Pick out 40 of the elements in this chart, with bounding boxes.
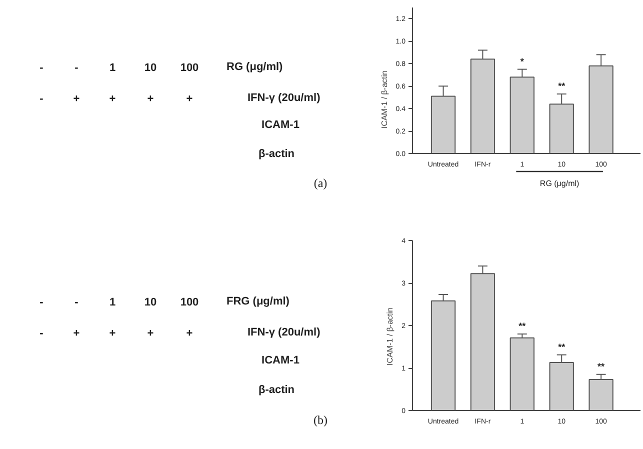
text: 100	[180, 62, 199, 74]
y-axis-title: ICAM-1 / β-actin	[380, 70, 389, 128]
text: -	[40, 92, 44, 105]
text: 100	[180, 296, 199, 308]
text: IFN-γ (20u/ml)	[248, 326, 321, 339]
text: (a)	[314, 176, 328, 190]
text: +	[147, 328, 154, 340]
text: +	[109, 92, 116, 105]
text: ICAM-1	[262, 354, 300, 367]
text: +	[109, 328, 116, 340]
text: +	[73, 92, 80, 105]
text: +	[147, 92, 154, 105]
text: RG (μg/ml)	[226, 61, 284, 74]
text: -	[74, 296, 79, 308]
text: 10	[144, 62, 157, 74]
text: -	[74, 62, 79, 74]
annotation: *	[520, 56, 524, 66]
text: ICAM-1	[262, 119, 300, 132]
y-axis-title: ICAM-1 / β-actin	[386, 308, 395, 366]
bar	[588, 378, 614, 411]
text: β-actin	[258, 148, 295, 160]
text: RG (μg/ml)	[540, 179, 580, 188]
text: -	[40, 328, 44, 340]
text: (b)	[314, 412, 328, 427]
text: -	[40, 296, 44, 308]
text: 1	[109, 296, 116, 308]
text: 10	[144, 296, 157, 308]
annotation: **	[598, 361, 606, 372]
text: +	[186, 328, 193, 340]
annotation: **	[518, 321, 526, 331]
bar	[510, 337, 534, 411]
text: β-actin	[258, 384, 295, 396]
text: +	[73, 328, 80, 340]
text: -	[40, 62, 44, 74]
annotation: **	[558, 342, 566, 352]
text: 1	[109, 62, 116, 74]
text: FRG (μg/ml)	[226, 295, 290, 308]
annotation: **	[558, 80, 566, 91]
text: IFN-γ (20u/ml)	[248, 92, 321, 104]
text: +	[186, 92, 193, 105]
